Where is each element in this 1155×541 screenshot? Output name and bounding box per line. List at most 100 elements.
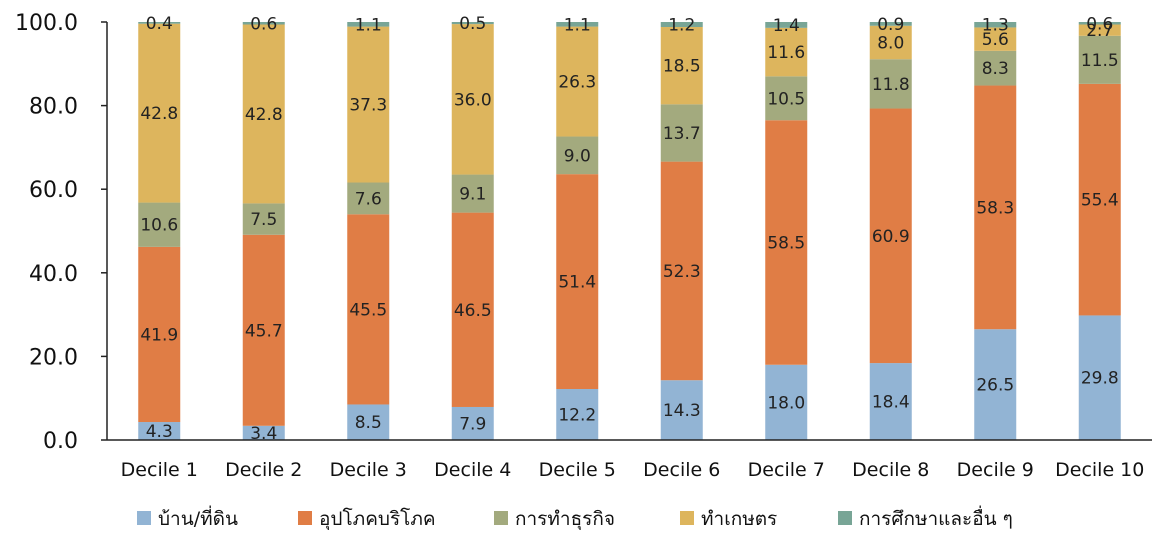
legend-swatch [137,511,151,525]
bar-segment [660,104,703,162]
x-tick-label: Decile 7 [748,459,825,481]
data-label: 0.6 [250,14,277,34]
data-label: 12.2 [558,406,596,426]
data-label: 11.8 [872,75,910,95]
bar-segment [869,108,912,364]
data-label: 42.8 [245,105,283,125]
legend-label: การทำธุรกิจ [515,508,615,531]
data-label: 45.7 [245,321,283,341]
data-label: 1.3 [982,16,1009,36]
data-label: 8.3 [982,59,1009,79]
data-label: 58.5 [767,233,805,253]
bar-segment [765,364,808,440]
bar-segment [451,24,494,175]
bar-segment [347,22,390,27]
data-label: 58.3 [976,198,1014,218]
axes-layer: 0.0 20.0 40.0 60.0 80.0 100.0 Decile 1 Decile 2… [15,11,1152,481]
y-tick-label: 20.0 [29,345,78,370]
x-tick-label: Decile 10 [1055,459,1144,481]
data-label: 60.9 [872,227,910,247]
bar-segment [242,22,285,25]
data-label: 8.5 [355,413,382,433]
data-label: 26.5 [976,376,1014,396]
x-tick-label: Decile 2 [225,459,302,481]
bar-segment [138,246,181,423]
bar-segment [556,136,599,175]
data-label: 0.6 [1086,14,1113,34]
x-tick-label: Decile 4 [434,459,511,481]
bar-segment [138,202,181,247]
data-label: 10.6 [140,216,178,236]
legend-label: อุปโภคบริโภค [319,507,436,531]
data-label: 13.7 [663,124,701,144]
data-label: 0.5 [459,14,486,34]
data-label: 9.0 [564,146,591,166]
data-label: 14.3 [663,401,701,421]
bar-segment [1078,22,1121,25]
legend-label: ทำเกษตร [701,508,777,530]
y-tick-label: 80.0 [29,95,78,120]
legend: บ้าน/ที่ดิน อุปโภคบริโภค การทำธุรกิจ ทำเกษต… [137,505,1013,531]
data-label: 29.8 [1081,369,1119,389]
data-label: 55.4 [1081,191,1119,211]
bar-segment [556,22,599,27]
y-tick-label: 60.0 [29,178,78,203]
data-label: 18.5 [663,57,701,77]
y-tick-label: 100.0 [15,11,78,36]
bar-segment [451,406,494,440]
bar-segment [765,76,808,121]
data-label: 0.4 [146,14,173,34]
bar-segment [451,174,494,213]
legend-swatch [298,511,312,525]
bar-segment [1078,24,1121,36]
data-label: 11.6 [767,43,805,63]
legend-swatch [494,511,508,525]
bar-segment [869,59,912,109]
bar-segment [347,182,390,215]
data-label: 18.0 [767,393,805,413]
bar-segment [347,404,390,440]
bar-segment [765,27,808,77]
bar-segment [242,24,285,204]
data-label: 1.4 [773,16,800,36]
data-label: 18.4 [872,393,910,413]
bar-segment [765,120,808,365]
legend-swatch [838,511,852,525]
bar-segment [451,22,494,25]
data-label: 41.9 [140,325,178,345]
y-tick-label: 0.0 [43,429,78,454]
bar-segment [242,425,285,440]
x-tick-label: Decile 6 [643,459,720,481]
bar-segment [869,363,912,440]
bar-segment [869,25,912,60]
x-tick-label: Decile 3 [330,459,407,481]
data-label: 45.5 [349,300,387,320]
data-label: 0.9 [877,15,904,35]
data-label: 7.9 [459,414,486,434]
data-label: 52.3 [663,262,701,282]
data-label: 1.1 [355,15,382,35]
data-label: 26.3 [558,73,596,93]
bar-segment [974,85,1017,330]
data-label: 9.1 [459,185,486,205]
data-labels-layer: 4.3 41.9 10.6 42.8 0.4 3.4 45.7 7.5 42.8 0.6 8.5 45… [140,14,1118,444]
bar-segment [138,23,181,203]
data-label: 1.2 [668,16,695,36]
bar-segment [1078,35,1121,84]
bar-segment [869,22,912,26]
legend-label: การศึกษาและอื่น ๆ [859,505,1013,530]
bar-segment [556,389,599,440]
bar-segment [242,203,285,235]
bar-segment [974,27,1017,51]
data-label: 46.5 [454,301,492,321]
data-label: 51.4 [558,273,596,293]
bar-segment [138,422,181,440]
bar-segment [556,174,599,390]
x-tick-label: Decile 9 [957,459,1034,481]
data-label: 36.0 [454,90,492,110]
bar-segment [660,161,703,381]
data-label: 4.3 [146,422,173,442]
x-tick-label: Decile 8 [852,459,929,481]
data-label: 2.7 [1086,21,1113,41]
